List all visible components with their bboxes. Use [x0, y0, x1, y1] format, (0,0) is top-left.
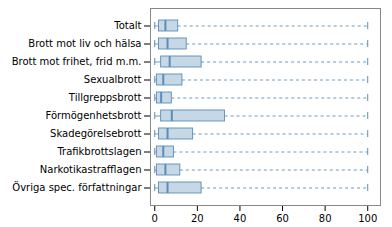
svg-text:100: 100: [358, 213, 377, 224]
svg-text:Skadegörelsebrott: Skadegörelsebrott: [50, 128, 142, 139]
svg-text:60: 60: [276, 213, 289, 224]
svg-text:Övriga spec. författningar: Övriga spec. författningar: [12, 181, 142, 193]
svg-text:40: 40: [234, 213, 247, 224]
svg-text:20: 20: [191, 213, 204, 224]
svg-text:80: 80: [319, 213, 332, 224]
svg-text:Narkotikastrafflagen: Narkotikastrafflagen: [40, 164, 142, 175]
svg-text:Trafikbrottslagen: Trafikbrottslagen: [56, 146, 141, 157]
svg-text:0: 0: [152, 213, 158, 224]
svg-text:Totalt: Totalt: [113, 20, 141, 31]
svg-text:Brott mot liv och hälsa: Brott mot liv och hälsa: [28, 38, 141, 49]
svg-text:Förmögenhetsbrott: Förmögenhetsbrott: [46, 110, 142, 121]
svg-text:Tillgreppsbrott: Tillgreppsbrott: [68, 92, 142, 103]
svg-text:Brott mot frihet, frid m.m.: Brott mot frihet, frid m.m.: [12, 56, 142, 67]
svg-text:Sexualbrott: Sexualbrott: [84, 74, 142, 85]
